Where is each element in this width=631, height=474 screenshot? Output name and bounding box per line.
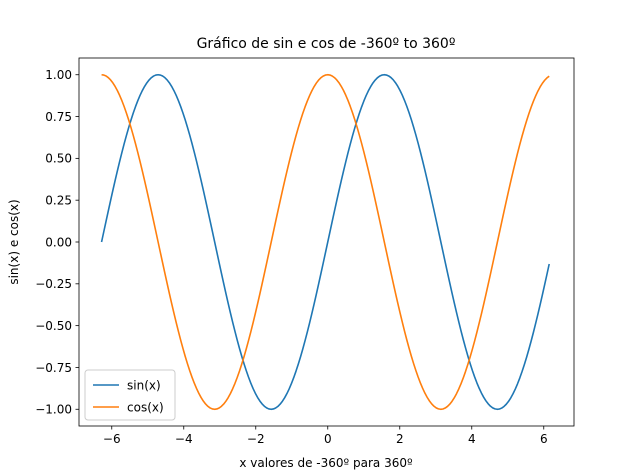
x-tick-label: −2: [247, 432, 265, 446]
y-tick-label: −0.50: [35, 319, 72, 333]
y-axis-label: sin(x) e cos(x): [7, 199, 21, 284]
legend-entry-sin: sin(x): [127, 378, 161, 392]
series-line-cos: [101, 73, 550, 411]
y-tick-label: 0.75: [45, 110, 72, 124]
x-tick-label: −6: [103, 432, 121, 446]
legend: sin(x) cos(x): [84, 369, 176, 421]
y-tick-label: 1.00: [45, 68, 72, 82]
plot-area: −6 −4 −2 0 2 4 6 −1.00 −0.75 −0.50 −0.25 0.00 0.25 0.…: [35, 57, 575, 446]
y-tick-label: 0.25: [45, 193, 72, 207]
y-tick-label: 0.00: [45, 235, 72, 249]
y-tick-label: −0.25: [35, 277, 72, 291]
chart-title: Gráfico de sin e cos de -360º to 360º: [197, 36, 456, 52]
x-tick-label: 6: [540, 432, 548, 446]
x-tick-label: 2: [396, 432, 404, 446]
series-line-sin: [100, 73, 550, 411]
y-tick-label: −1.00: [35, 403, 72, 417]
x-tick-label: −4: [175, 432, 193, 446]
y-tick-label: −0.75: [35, 361, 72, 375]
x-tick-label: 4: [468, 432, 476, 446]
y-tick-label: 0.50: [45, 152, 72, 166]
legend-entry-cos: cos(x): [127, 400, 164, 414]
x-axis-label: x valores de -360º para 360º: [239, 456, 413, 470]
x-tick-label: 0: [324, 432, 332, 446]
